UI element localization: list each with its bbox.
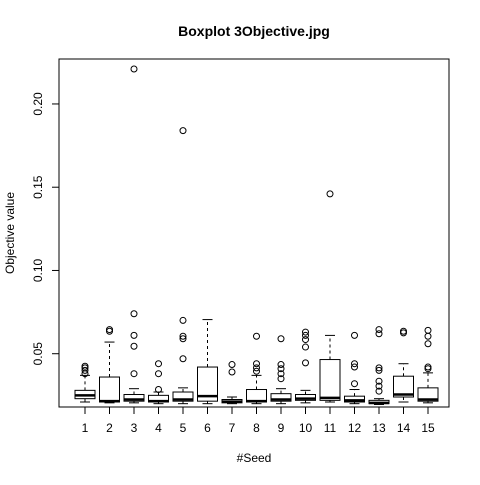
x-tick-label: 12	[348, 421, 362, 435]
iqr-box	[172, 391, 194, 402]
outlier-point	[277, 361, 285, 369]
outlier-point	[130, 65, 138, 73]
y-tick-label: 0.20	[31, 92, 45, 116]
iqr-box	[197, 366, 218, 402]
x-tick-label: 1	[82, 421, 89, 435]
outlier-point	[130, 342, 138, 350]
box-seed-13	[368, 326, 390, 406]
outlier-point	[400, 327, 407, 335]
outlier-point	[277, 375, 285, 383]
x-tick-label: 11	[324, 421, 337, 435]
y-tick-label: 0.10	[31, 258, 45, 282]
x-tick-label: 7	[229, 421, 236, 435]
outlier-point	[424, 340, 432, 348]
chart-title: Boxplot 3Objective.jpg	[178, 23, 330, 39]
outlier-point	[302, 331, 309, 339]
box-seed-14	[393, 327, 414, 403]
iqr-box	[319, 359, 341, 401]
box-seed-7	[221, 361, 243, 405]
outlier-point	[375, 326, 383, 334]
outlier-point	[351, 363, 358, 371]
outlier-point	[81, 362, 89, 370]
outlier-point	[277, 370, 285, 378]
iqr-box	[123, 394, 145, 402]
boxes-layer	[74, 65, 439, 406]
x-tick-label: 3	[131, 421, 138, 435]
x-tick-label: 10	[299, 421, 313, 435]
box-seed-1	[74, 362, 96, 403]
iqr-box	[393, 375, 414, 398]
outlier-point	[253, 364, 260, 372]
outlier-point	[179, 127, 187, 135]
box-seed-3	[123, 65, 145, 404]
x-tick-label: 2	[106, 421, 113, 435]
outlier-point	[155, 386, 162, 394]
y-axis-label: Objective value	[3, 192, 17, 274]
x-tick-label: 14	[397, 421, 411, 435]
x-tick-label: 6	[204, 421, 211, 435]
box-seed-4	[148, 360, 169, 405]
outlier-point	[277, 335, 285, 343]
iqr-box	[417, 387, 439, 402]
outlier-point	[302, 343, 309, 351]
outlier-point	[130, 310, 138, 318]
outlier-point	[179, 335, 187, 343]
box-seed-9	[270, 335, 292, 405]
x-tick-label: 4	[155, 421, 162, 435]
outlier-point	[253, 360, 260, 368]
outlier-point	[375, 364, 383, 372]
outlier-point	[277, 365, 285, 373]
iqr-box	[270, 393, 292, 402]
outlier-point	[228, 368, 236, 376]
outlier-point	[326, 190, 334, 198]
box-seed-11	[319, 190, 341, 403]
outlier-point	[424, 363, 432, 371]
box-seed-8	[246, 332, 267, 405]
outlier-point	[302, 328, 309, 336]
box-seed-5	[172, 127, 194, 405]
outlier-point	[375, 366, 383, 374]
outlier-point	[302, 336, 309, 344]
outlier-point	[155, 370, 162, 378]
outlier-point	[179, 316, 187, 324]
outlier-point	[351, 360, 358, 368]
y-tick-label: 0.15	[31, 175, 45, 199]
outlier-point	[253, 332, 260, 340]
outlier-point	[130, 370, 138, 378]
box-seed-6	[197, 319, 218, 405]
y-tick-label: 0.05	[31, 342, 45, 366]
box-seed-12	[344, 331, 365, 405]
outlier-point	[375, 382, 383, 390]
x-tick-label: 5	[180, 421, 187, 435]
outlier-point	[375, 387, 383, 395]
outlier-point	[179, 332, 187, 340]
outlier-point	[106, 326, 113, 334]
x-tick-label: 8	[253, 421, 260, 435]
outlier-point	[179, 355, 187, 363]
x-axis-label: #Seed	[237, 451, 272, 465]
box-seed-2	[99, 326, 120, 404]
outlier-point	[424, 326, 432, 334]
outlier-point	[155, 360, 162, 368]
outlier-point	[375, 377, 383, 385]
x-axis: 1 2 3 4 5 6 7 8 9 10 11 12 13 14 15	[82, 406, 435, 435]
x-tick-label: 15	[421, 421, 435, 435]
outlier-point	[351, 331, 358, 339]
outlier-point	[253, 367, 260, 375]
outlier-point	[81, 366, 89, 374]
outlier-point	[130, 331, 138, 339]
x-tick-label: 13	[372, 421, 386, 435]
outlier-point	[302, 359, 309, 367]
box-seed-10	[295, 328, 316, 404]
box-seed-15	[417, 326, 439, 404]
outlier-point	[375, 330, 383, 338]
outlier-point	[228, 361, 236, 369]
iqr-box	[99, 376, 120, 403]
outlier-point	[351, 380, 358, 388]
x-tick-label: 9	[278, 421, 285, 435]
y-axis: 0.05 0.10 0.15 0.20	[31, 92, 60, 366]
